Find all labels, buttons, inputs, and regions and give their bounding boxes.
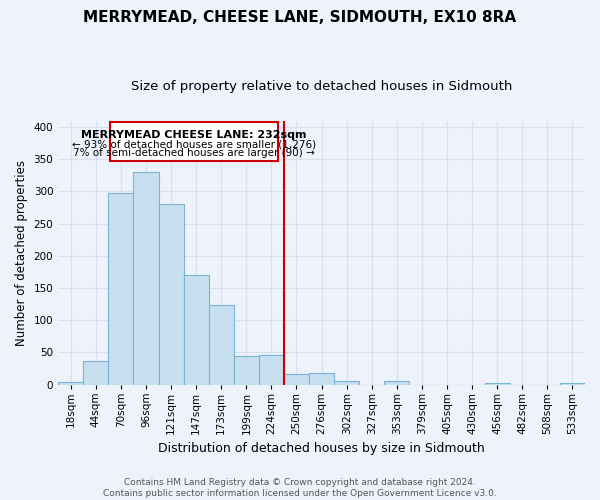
- Bar: [334, 382, 359, 384]
- Bar: [309, 373, 334, 384]
- Text: 7% of semi-detached houses are larger (90) →: 7% of semi-detached houses are larger (9…: [73, 148, 314, 158]
- Text: MERRYMEAD CHEESE LANE: 232sqm: MERRYMEAD CHEESE LANE: 232sqm: [81, 130, 307, 140]
- Bar: [110, 122, 278, 161]
- Bar: [158, 204, 184, 384]
- Bar: [234, 356, 259, 384]
- Bar: [209, 306, 234, 384]
- Text: Contains HM Land Registry data © Crown copyright and database right 2024.
Contai: Contains HM Land Registry data © Crown c…: [103, 478, 497, 498]
- Text: MERRYMEAD, CHEESE LANE, SIDMOUTH, EX10 8RA: MERRYMEAD, CHEESE LANE, SIDMOUTH, EX10 8…: [83, 10, 517, 25]
- Y-axis label: Number of detached properties: Number of detached properties: [15, 160, 28, 346]
- Bar: [385, 380, 409, 384]
- Bar: [109, 194, 133, 384]
- Text: ← 93% of detached houses are smaller (1,276): ← 93% of detached houses are smaller (1,…: [71, 139, 316, 149]
- Bar: [284, 374, 309, 384]
- Bar: [83, 361, 109, 384]
- Bar: [184, 275, 209, 384]
- Title: Size of property relative to detached houses in Sidmouth: Size of property relative to detached ho…: [131, 80, 512, 93]
- Bar: [58, 382, 83, 384]
- Bar: [259, 355, 284, 384]
- X-axis label: Distribution of detached houses by size in Sidmouth: Distribution of detached houses by size …: [158, 442, 485, 455]
- Bar: [133, 172, 158, 384]
